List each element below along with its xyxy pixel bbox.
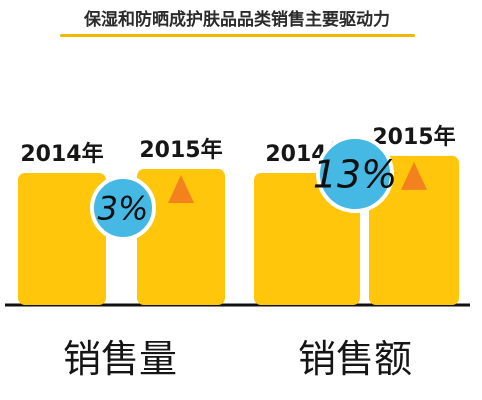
year-label: 2014年 [20, 141, 103, 167]
bar-销售额-1 [369, 155, 459, 305]
growth-badge-circle [316, 135, 394, 213]
title-underline [60, 34, 415, 37]
bar-销售量-0 [18, 173, 106, 305]
group-label: 销售额 [298, 337, 412, 381]
chart-title: 保湿和防晒成护肤品品类销售主要驱动力 [83, 9, 390, 30]
group-label: 销售量 [63, 337, 177, 381]
growth-badge-circle [90, 175, 156, 241]
growth-rate-label: 13% [313, 153, 397, 197]
year-label: 2015年 [372, 124, 455, 150]
year-label: 2015年 [139, 137, 222, 163]
growth-rate-label: 3% [98, 190, 149, 228]
up-triangle-icon [401, 161, 427, 190]
up-triangle-icon [168, 175, 194, 204]
bar-销售量-1 [137, 169, 225, 305]
